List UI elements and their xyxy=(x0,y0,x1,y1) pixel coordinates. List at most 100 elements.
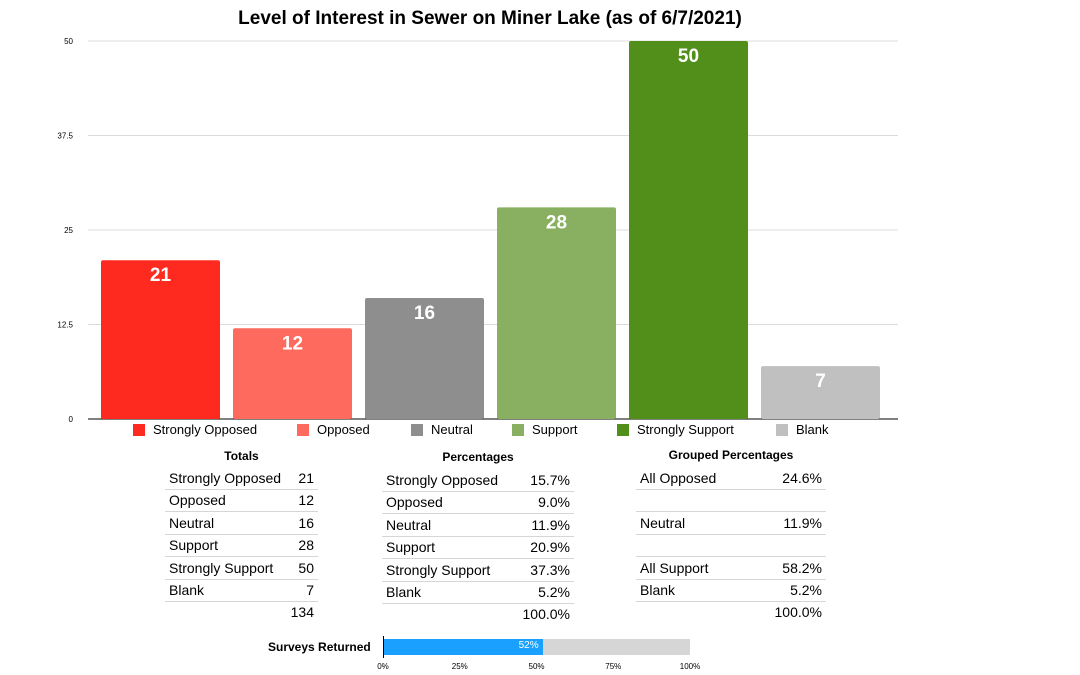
grouped-percentages-table: All Opposed 24.6% Neutral 11.9% All Support 5… xyxy=(636,467,826,627)
legend-label: Blank xyxy=(796,422,829,437)
bar-data-label: 50 xyxy=(678,46,699,67)
row-value: 9.0% xyxy=(538,494,570,511)
x-tick-label: 0% xyxy=(377,662,389,671)
total-value: 100.0% xyxy=(522,606,570,623)
row-value: 15.7% xyxy=(530,472,570,488)
x-tick-label: 100% xyxy=(679,662,701,671)
bar-data-label: 28 xyxy=(546,212,567,233)
table-row: Strongly Support 37.3% xyxy=(382,559,574,582)
table-row: Neutral 11.9% xyxy=(382,514,574,537)
row-label: Support xyxy=(169,537,219,554)
legend-swatch xyxy=(133,423,145,436)
table-row: Strongly Opposed 21 xyxy=(165,467,318,490)
percentages-table-title: Percentages xyxy=(442,450,514,464)
y-tick-label: 37.5 xyxy=(57,132,73,141)
table-total-row: 100.0% xyxy=(636,601,826,623)
surveys-returned-fill: 52% xyxy=(383,639,543,655)
legend-item: Strongly Opposed xyxy=(133,422,257,437)
surveys-returned-track: 52% xyxy=(383,639,690,655)
row-value: 7 xyxy=(306,582,314,598)
x-tick-label: 50% xyxy=(528,662,545,671)
table-row: Strongly Opposed 15.7% xyxy=(382,469,574,492)
legend-swatch xyxy=(617,423,629,436)
row-value: 20.9% xyxy=(530,539,570,556)
bar-blank xyxy=(761,366,880,419)
row-label: Blank xyxy=(640,582,676,598)
table-row: Neutral 16 xyxy=(165,512,318,535)
row-value: 28 xyxy=(298,537,314,554)
y-tick-label: 25 xyxy=(64,226,73,235)
table-row: All Support 58.2% xyxy=(636,557,826,580)
row-value: 12 xyxy=(298,492,314,509)
legend-label: Support xyxy=(532,422,578,437)
row-label: Blank xyxy=(386,584,422,600)
table-row: Blank 5.2% xyxy=(636,579,826,602)
legend-item: Strongly Support xyxy=(617,422,734,437)
totals-table-title: Totals xyxy=(224,449,259,463)
legend-label: Strongly Opposed xyxy=(153,422,258,437)
row-label: Neutral xyxy=(640,514,686,531)
surveys-returned-value: 52% xyxy=(518,640,539,651)
bar-chart: 0 12.5 25 37.5 50 21 12 16 28 50 7 xyxy=(57,37,898,424)
row-label: Strongly Support xyxy=(386,561,491,578)
table-row: Blank 7 xyxy=(165,579,318,602)
row-label: Support xyxy=(386,539,436,556)
bar-data-label: 21 xyxy=(150,265,172,286)
row-label: Strongly Opposed xyxy=(169,470,282,486)
y-tick-label: 12.5 xyxy=(57,321,73,330)
grouped-table-title: Grouped Percentages xyxy=(668,448,794,462)
legend-item: Neutral xyxy=(411,422,473,437)
y-tick-label: 0 xyxy=(69,415,74,424)
table-row: Blank 5.2% xyxy=(382,581,574,604)
legend-label: Opposed xyxy=(317,422,370,437)
table-row: Strongly Support 50 xyxy=(165,557,318,580)
total-value: 134 xyxy=(290,604,314,621)
bar-support xyxy=(497,207,616,419)
row-value: 50 xyxy=(298,559,314,576)
row-value: 11.9% xyxy=(531,516,570,533)
legend-swatch xyxy=(512,423,524,436)
row-label: Opposed xyxy=(386,494,443,511)
row-value: 21 xyxy=(298,470,314,486)
legend-item: Opposed xyxy=(297,422,370,437)
surveys-returned-label: Surveys Returned xyxy=(268,640,371,654)
legend-swatch xyxy=(776,423,788,436)
legend-swatch xyxy=(297,423,309,436)
x-tick-label: 25% xyxy=(451,662,468,671)
table-row xyxy=(636,489,826,513)
totals-table: Strongly Opposed 21 Opposed 12 Neutral 16 Supp… xyxy=(165,467,318,627)
legend-label: Neutral xyxy=(431,422,473,437)
table-row: All Opposed 24.6% xyxy=(636,467,826,490)
table-row: Neutral 11.9% xyxy=(636,512,826,535)
row-value: 11.9% xyxy=(783,514,822,531)
table-row: Support 20.9% xyxy=(382,536,574,560)
legend-item: Blank xyxy=(776,422,829,437)
row-value: 58.2% xyxy=(782,559,822,576)
row-label: Strongly Support xyxy=(169,559,274,576)
table-total-row: 100.0% xyxy=(382,603,574,625)
bar-data-label: 12 xyxy=(282,333,303,354)
table-total-row: 134 xyxy=(165,601,318,623)
row-label: Opposed xyxy=(169,492,226,509)
table-row xyxy=(636,534,826,558)
row-value: 5.2% xyxy=(538,584,570,600)
row-value: 24.6% xyxy=(782,470,822,486)
legend-item: Support xyxy=(512,422,578,437)
row-label: Strongly Opposed xyxy=(386,472,499,488)
row-value: 16 xyxy=(298,514,314,531)
row-label: Neutral xyxy=(169,514,215,531)
row-label: All Opposed xyxy=(640,470,717,486)
row-value: 37.3% xyxy=(530,561,570,578)
table-row: Opposed 12 xyxy=(165,489,318,513)
row-label: Neutral xyxy=(386,516,432,533)
table-row: Support 28 xyxy=(165,534,318,558)
y-tick-label: 50 xyxy=(64,37,73,46)
surveys-returned-axis xyxy=(383,636,384,658)
row-label: All Support xyxy=(640,559,709,576)
x-tick-label: 75% xyxy=(605,662,622,671)
bar-data-label: 7 xyxy=(815,371,826,392)
table-row: Opposed 9.0% xyxy=(382,491,574,515)
percentages-table: Strongly Opposed 15.7% Opposed 9.0% Neutral 1… xyxy=(382,469,574,629)
total-value: 100.0% xyxy=(774,604,822,621)
legend-swatch xyxy=(411,423,423,436)
